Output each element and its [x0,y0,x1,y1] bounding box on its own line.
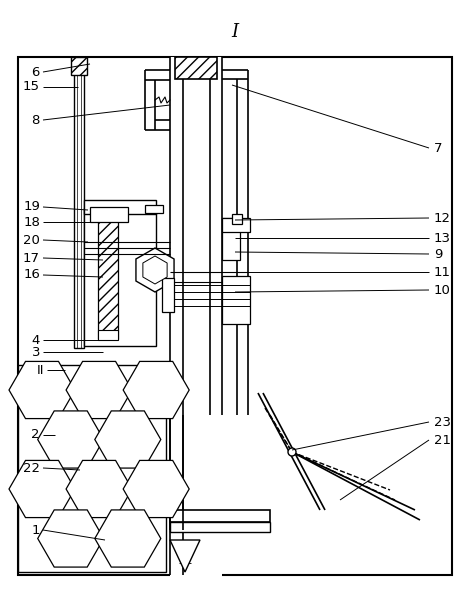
Text: 18: 18 [23,216,40,229]
Polygon shape [136,248,174,292]
Bar [18,57,452,575]
Polygon shape [9,362,75,418]
Text: 8: 8 [31,113,40,126]
Text: 16: 16 [23,268,40,281]
Bar [18,365,166,572]
Text: 15: 15 [23,80,40,93]
Polygon shape [95,510,161,567]
Polygon shape [170,540,200,572]
Text: 2: 2 [31,428,40,441]
Bar [84,208,156,346]
Polygon shape [66,362,132,418]
Polygon shape [143,256,167,284]
Circle shape [288,448,296,456]
Bar [222,218,250,232]
Text: 11: 11 [434,265,451,278]
Bar [145,205,163,213]
Text: 1: 1 [31,524,40,537]
Polygon shape [38,510,104,567]
Bar [170,510,270,522]
Bar [162,278,174,312]
Text: 17: 17 [23,252,40,265]
Text: 22: 22 [23,462,40,475]
Text: 21: 21 [434,434,451,446]
Text: 10: 10 [434,284,451,297]
Text: I: I [231,23,239,41]
Polygon shape [95,411,161,468]
Text: 12: 12 [434,212,451,225]
Text: 3: 3 [31,346,40,359]
Polygon shape [9,460,75,518]
Text: 9: 9 [434,248,442,261]
Text: 7: 7 [434,141,442,154]
Bar [71,57,87,75]
Text: II: II [37,363,44,376]
Text: 4: 4 [31,333,40,346]
Bar [98,214,118,339]
Bar [170,57,222,577]
Text: 19: 19 [23,200,40,213]
Bar [175,57,217,79]
Bar [170,415,210,525]
Bar [74,68,84,348]
Text: 13: 13 [434,232,451,245]
Text: 23: 23 [434,415,451,428]
Bar [222,276,250,324]
Polygon shape [123,460,189,518]
Bar [90,207,128,222]
Text: 6: 6 [31,66,40,79]
Bar [222,218,240,260]
Polygon shape [123,362,189,418]
Polygon shape [66,460,132,518]
Bar [84,200,156,214]
Bar [170,522,270,532]
Text: 20: 20 [23,233,40,246]
Bar [98,330,118,340]
Polygon shape [38,411,104,468]
Bar [232,214,242,224]
